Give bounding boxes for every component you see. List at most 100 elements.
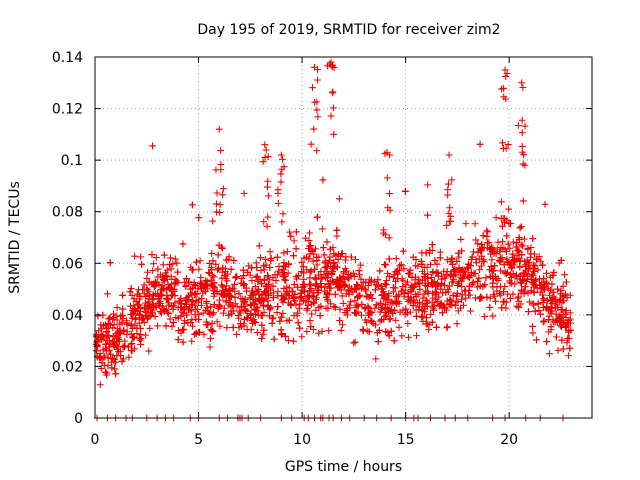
data-point — [525, 308, 532, 316]
data-point — [199, 309, 207, 317]
data-point — [248, 264, 256, 272]
data-point — [379, 304, 387, 311]
data-point — [97, 321, 105, 329]
data-point — [484, 228, 492, 236]
data-point — [123, 331, 131, 338]
data-point — [342, 267, 350, 275]
data-point — [429, 294, 437, 302]
data-point — [566, 344, 574, 352]
data-point — [171, 275, 179, 283]
data-point — [337, 327, 345, 334]
data-point — [278, 330, 286, 338]
data-point — [518, 279, 525, 287]
data-point — [136, 334, 143, 342]
data-point — [499, 145, 507, 152]
data-point — [99, 346, 107, 354]
y-axis-label: SRMTID / TECUs — [7, 181, 23, 294]
data-point — [529, 329, 537, 337]
data-point — [476, 295, 484, 303]
data-point — [182, 300, 190, 308]
data-point — [184, 319, 192, 327]
data-point — [313, 294, 320, 302]
data-point — [558, 336, 566, 344]
data-point — [559, 282, 567, 290]
data-point — [137, 253, 145, 261]
data-point — [150, 260, 158, 268]
data-point — [183, 311, 191, 319]
data-point — [515, 248, 523, 256]
data-point — [491, 292, 498, 300]
data-point — [172, 279, 180, 287]
data-point — [504, 240, 512, 248]
data-point — [395, 323, 403, 331]
data-point — [352, 255, 359, 263]
data-point — [506, 260, 514, 268]
data-point — [546, 291, 553, 299]
data-point — [482, 274, 490, 282]
data-point — [413, 312, 420, 320]
data-point — [191, 291, 199, 298]
data-point — [513, 239, 521, 247]
data-point — [457, 236, 465, 243]
data-point — [213, 318, 221, 326]
data-point — [167, 284, 175, 292]
data-point — [472, 294, 479, 302]
data-point — [218, 281, 225, 289]
data-point — [187, 285, 194, 293]
data-point — [432, 283, 440, 290]
data-point — [131, 252, 139, 260]
data-point — [251, 300, 259, 308]
data-point — [149, 309, 156, 317]
data-point — [437, 300, 445, 308]
data-point — [416, 285, 424, 293]
data-point — [356, 292, 363, 300]
data-point — [404, 309, 411, 317]
data-point — [143, 315, 151, 323]
data-point — [258, 280, 265, 288]
data-point — [448, 301, 456, 309]
data-point — [552, 310, 560, 318]
data-point — [313, 98, 321, 106]
data-point — [333, 263, 341, 271]
data-point — [431, 257, 439, 264]
data-point — [421, 302, 429, 310]
data-point — [537, 310, 544, 318]
data-point — [250, 316, 257, 323]
data-point — [321, 264, 329, 271]
data-point — [327, 112, 335, 120]
data-point — [489, 283, 497, 291]
data-point — [314, 113, 322, 121]
data-point — [527, 250, 535, 258]
data-point — [208, 320, 216, 327]
data-point — [518, 148, 526, 156]
data-point — [328, 89, 336, 97]
data-point — [400, 265, 408, 273]
data-point — [280, 285, 288, 292]
data-point — [203, 321, 210, 329]
data-point — [341, 309, 349, 316]
data-point — [167, 254, 174, 262]
data-point — [170, 319, 177, 326]
data-point — [452, 271, 460, 279]
data-point — [109, 337, 117, 345]
data-point — [391, 307, 399, 314]
data-point — [163, 273, 170, 280]
data-point — [478, 244, 486, 251]
data-point — [135, 301, 142, 309]
data-point — [247, 301, 255, 309]
data-point — [149, 267, 157, 275]
data-point — [307, 267, 315, 275]
data-point — [477, 262, 485, 270]
data-point — [223, 324, 231, 332]
data-point — [148, 251, 156, 258]
data-point — [352, 303, 360, 311]
data-point — [103, 371, 111, 379]
data-point — [470, 248, 477, 256]
data-point — [278, 165, 286, 173]
data-point — [133, 324, 141, 332]
data-point — [161, 276, 169, 284]
data-point — [355, 267, 363, 274]
data-point — [313, 147, 321, 154]
data-point — [344, 271, 352, 278]
data-point — [190, 281, 198, 288]
